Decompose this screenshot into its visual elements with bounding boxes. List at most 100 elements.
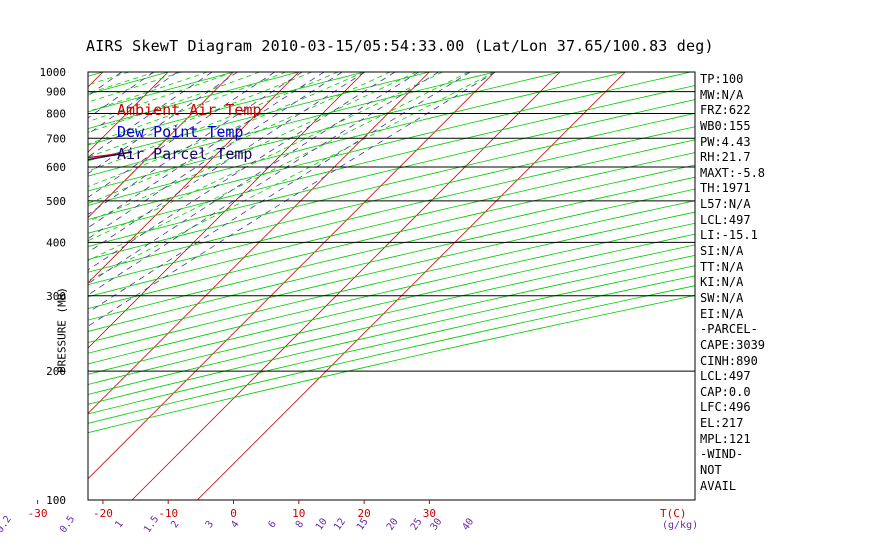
stat-row: MW:N/A xyxy=(700,87,744,102)
dry-adiabat-line xyxy=(88,139,695,286)
mixing-ratio-line xyxy=(0,72,6,500)
dry-adiabat-line xyxy=(88,200,695,343)
mixing-ratio-line xyxy=(88,72,439,296)
dry-adiabat-line xyxy=(88,152,695,298)
isotherm-line xyxy=(88,72,300,284)
stat-row: TP:100 xyxy=(700,72,744,86)
isotherm-line xyxy=(131,72,561,500)
mixing-ratio-tick-label: 6 xyxy=(266,519,278,530)
dry-adiabat-line xyxy=(88,285,695,424)
stat-row: KI:N/A xyxy=(700,275,744,290)
dry-adiabat-line xyxy=(88,164,695,309)
mixing-ratio-line xyxy=(88,72,420,285)
stats-panel: TP:100 MW:N/A FRZ:622 WB0:155 PW:4.43 RH:21.7… xyxy=(700,72,765,494)
mixing-ratio-tick-label: 12 xyxy=(332,516,348,532)
stat-row: AVAIL xyxy=(700,478,737,493)
mixing-ratio-tick-label: 20 xyxy=(385,516,401,532)
pressure-tick-label: 600 xyxy=(46,161,66,174)
dry-adiabat-line xyxy=(88,265,695,405)
isotherm-line xyxy=(0,72,38,500)
dry-adiabat-line xyxy=(88,188,695,332)
dry-adiabat-line xyxy=(88,211,695,354)
dry-adiabat-line xyxy=(88,233,695,375)
stat-row: RH:21.7 xyxy=(700,150,751,165)
stat-row: -PARCEL- xyxy=(700,322,758,337)
legend-dewpoint: Dew Point Temp xyxy=(117,123,244,141)
stat-row: CINH:890 xyxy=(700,353,758,368)
mixing-ratio-tick-label: 1 xyxy=(113,519,125,530)
isotherm-line xyxy=(88,72,169,153)
dry-adiabat-line xyxy=(0,72,38,500)
dry-adiabat-line xyxy=(88,85,695,234)
bottom-tick-label: -30 xyxy=(28,507,48,520)
moist-adiabat-line xyxy=(88,72,286,145)
stat-row: EL:217 xyxy=(700,416,744,431)
pressure-tick-label: 500 xyxy=(46,195,66,208)
stat-row: SI:N/A xyxy=(700,244,744,259)
dry-adiabat-line xyxy=(88,126,695,273)
mixing-ratio-tick-label: 3 xyxy=(204,519,216,530)
chart-title: AIRS SkewT Diagram 2010-03-15/05:54:33.0… xyxy=(86,37,714,55)
mixing-ratio-line xyxy=(88,72,366,253)
mixing-ratio-line xyxy=(88,72,471,314)
stat-row: L57:N/A xyxy=(700,197,751,212)
stat-row: TT:N/A xyxy=(700,259,744,274)
mixing-ratio-tick-label: 40 xyxy=(460,516,476,532)
stat-row: -WIND- xyxy=(700,447,744,462)
dry-adiabat-line xyxy=(88,72,430,162)
dry-adiabat-line xyxy=(88,72,234,113)
mixing-ratio-line xyxy=(88,72,496,327)
legend-ambient: Ambient Air Temp xyxy=(117,101,262,119)
dry-adiabat-line xyxy=(88,176,695,321)
background-lines xyxy=(0,72,695,500)
stat-row: LCL:497 xyxy=(700,212,751,227)
mixing-ratio-line xyxy=(88,72,325,229)
bottom-tick-label: 30 xyxy=(423,507,436,520)
isotherm-line xyxy=(88,72,365,349)
dry-adiabat-line xyxy=(88,254,695,395)
pressure-tick-label: 400 xyxy=(46,236,66,249)
mixing-ratio-line xyxy=(88,72,303,215)
bottom-tick-label: 20 xyxy=(357,507,370,520)
mixing-ratio-tick-label: 2 xyxy=(169,519,181,530)
isotherm-line xyxy=(88,72,495,480)
x-axis-label: T(C) xyxy=(660,507,687,520)
stat-row: CAPE:3039 xyxy=(700,337,766,352)
y-axis-label: PRESSURE (MB) xyxy=(55,286,69,374)
mixing-ratio-line xyxy=(88,72,396,271)
stat-row: LI:-15.1 xyxy=(700,228,758,243)
isotherm-line xyxy=(88,72,430,414)
pressure-tick-label: 100 xyxy=(46,494,66,507)
bottom-tick-label: 10 xyxy=(292,507,305,520)
dry-adiabat-line xyxy=(88,72,299,130)
dry-adiabat-line xyxy=(88,222,695,365)
bottom-tick-label: -20 xyxy=(93,507,113,520)
stat-row: EI:N/A xyxy=(700,306,744,321)
stat-row: LFC:496 xyxy=(700,400,751,415)
stat-row: NOT xyxy=(700,463,722,478)
pressure-tick-label: 1000 xyxy=(40,66,67,79)
mixing-ratio-tick-label: 0.2 xyxy=(0,514,14,535)
pressure-tick-label: 800 xyxy=(46,107,66,120)
mixing-ratio-tick-label: 4 xyxy=(229,519,241,530)
bottom-tick-label: -10 xyxy=(158,507,178,520)
dry-adiabat-line xyxy=(88,72,691,220)
pressure-tick-label: 900 xyxy=(46,86,66,99)
stat-row: TH:1971 xyxy=(700,181,751,196)
stat-row: LCL:497 xyxy=(700,369,751,384)
plot-border xyxy=(87,71,696,501)
stat-row: PW:4.43 xyxy=(700,134,751,149)
mixing-ratio-line xyxy=(88,72,275,198)
dry-adiabat-line xyxy=(88,72,495,177)
dry-adiabat-line xyxy=(88,72,626,206)
pressure-tick-label: 200 xyxy=(46,365,66,378)
bottom-tick-label: 0 xyxy=(230,507,237,520)
pressure-tick-label: 700 xyxy=(46,132,66,145)
stat-row: SW:N/A xyxy=(700,290,744,305)
mixing-ratio-line xyxy=(88,72,343,240)
mixing-ratio-tick-label: 8 xyxy=(294,519,306,530)
dry-adiabat-line xyxy=(88,244,695,385)
dry-adiabat-line xyxy=(88,99,695,247)
mixing-ratio-unit-label: (g/kg) xyxy=(662,520,698,531)
